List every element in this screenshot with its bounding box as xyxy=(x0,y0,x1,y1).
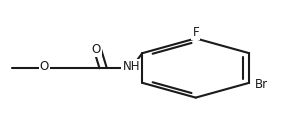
Text: F: F xyxy=(192,26,199,39)
Text: O: O xyxy=(91,43,101,56)
Text: NH: NH xyxy=(122,60,140,73)
Text: Br: Br xyxy=(255,78,268,91)
Text: O: O xyxy=(39,60,49,73)
